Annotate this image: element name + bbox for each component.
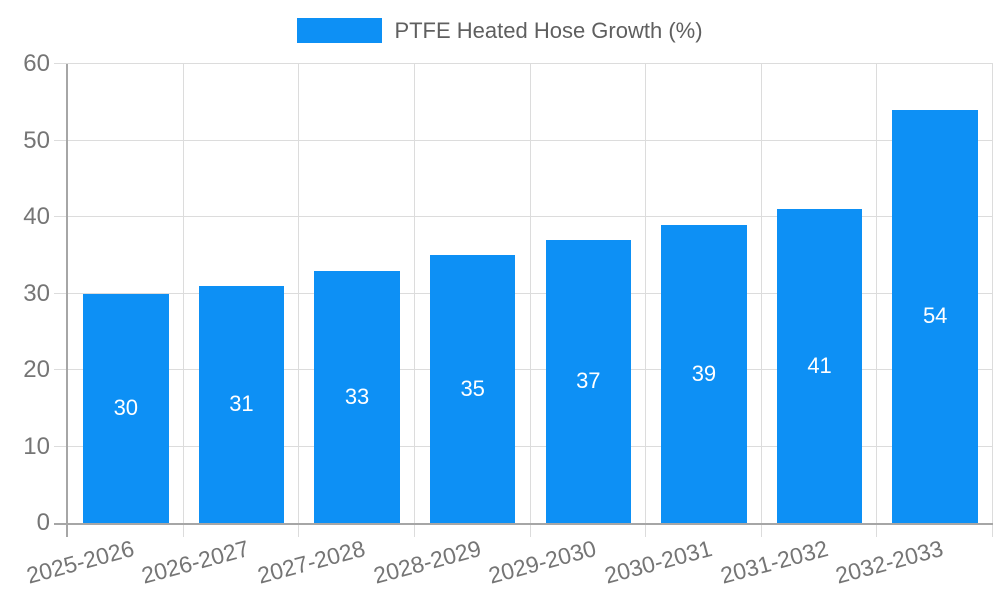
x-gridline [876, 64, 878, 537]
x-tick-label: 2031-2032 [717, 535, 831, 589]
bar-value-label: 35 [460, 376, 485, 402]
x-gridline [413, 64, 415, 537]
bar [314, 270, 400, 523]
y-gridline [54, 369, 993, 370]
y-tick-label: 40 [23, 203, 50, 230]
y-gridline [54, 216, 993, 217]
y-gridline [54, 63, 993, 64]
y-tick-label: 10 [23, 432, 50, 460]
y-tick-label: 50 [23, 126, 50, 154]
x-tick-label: 2028-2029 [370, 535, 484, 589]
legend: PTFE Heated Hose Growth (%) [0, 18, 1000, 43]
x-tick-label: 2025-2026 [23, 535, 137, 589]
x-tick-label: 2027-2028 [254, 535, 368, 589]
bar [429, 255, 516, 523]
x-axis-line [54, 523, 993, 525]
x-gridline [760, 64, 762, 537]
bar [776, 209, 863, 523]
bar-value-label: 37 [576, 368, 601, 394]
bar [83, 293, 169, 523]
y-tick-label: 20 [23, 356, 50, 383]
bar-value-label: 33 [344, 383, 370, 409]
y-tick-label: 30 [23, 279, 50, 307]
bar-value-label: 41 [807, 353, 832, 379]
bar-value-label: 31 [229, 391, 254, 417]
y-tick-label: 0 [36, 509, 50, 536]
legend-label: PTFE Heated Hose Growth (%) [394, 18, 703, 43]
y-axis-line [66, 64, 68, 537]
bar [198, 285, 285, 523]
x-gridline [529, 64, 531, 537]
y-gridline [54, 292, 993, 294]
x-tick-label: 2030-2031 [601, 535, 715, 589]
bar [545, 239, 632, 523]
bar [661, 224, 747, 523]
bar [892, 109, 978, 523]
x-gridline [298, 64, 300, 537]
x-gridline [992, 64, 993, 537]
legend-swatch [297, 18, 383, 43]
x-tick-label: 2029-2030 [486, 535, 600, 589]
x-tick-label: 2026-2027 [139, 535, 253, 589]
x-gridline [182, 64, 184, 537]
bar-value-label: 54 [922, 303, 948, 329]
bar-value-label: 39 [691, 360, 717, 386]
y-gridline [54, 445, 993, 447]
x-tick-label: 2032-2033 [832, 535, 946, 589]
bar-value-label: 30 [113, 395, 139, 421]
y-tick-label: 60 [23, 50, 50, 77]
y-gridline [54, 139, 993, 141]
x-gridline [645, 64, 647, 537]
